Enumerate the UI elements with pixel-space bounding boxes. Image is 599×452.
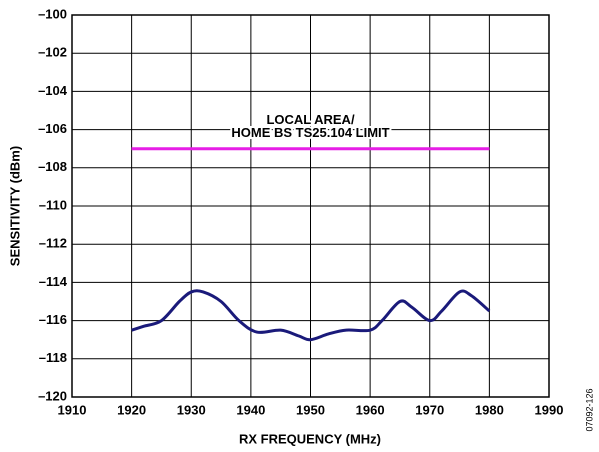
x-tick-label: 1940 bbox=[236, 402, 265, 417]
x-tick-label: 1960 bbox=[356, 402, 385, 417]
y-tick-label: –110 bbox=[39, 197, 67, 212]
x-tick-label: 1990 bbox=[535, 402, 564, 417]
x-axis-label: RX FREQUENCY (MHz) bbox=[239, 431, 381, 446]
y-tick-label: –106 bbox=[38, 121, 67, 136]
annotation: HOME BS TS25.104 LIMIT bbox=[231, 125, 389, 140]
figure-id: 07092-126 bbox=[584, 388, 594, 431]
y-axis-label: SENSITIVITY (dBm) bbox=[7, 146, 22, 266]
y-tick-label: –118 bbox=[39, 350, 67, 365]
x-tick-label: 1950 bbox=[296, 402, 325, 417]
y-tick-label: –116 bbox=[39, 312, 67, 327]
y-tick-label: –112 bbox=[39, 236, 67, 251]
x-tick-label: 1930 bbox=[177, 402, 206, 417]
y-tick-label: –120 bbox=[38, 388, 67, 403]
x-tick-label: 1970 bbox=[415, 402, 444, 417]
y-tick-label: –104 bbox=[38, 83, 68, 98]
annotation: LOCAL AREA/ bbox=[266, 112, 355, 127]
x-tick-label: 1920 bbox=[117, 402, 146, 417]
y-tick-label: –108 bbox=[38, 159, 67, 174]
y-tick-label: –102 bbox=[38, 45, 67, 60]
plot-frame bbox=[71, 14, 550, 398]
y-tick-label: –114 bbox=[39, 274, 68, 289]
x-tick-label: 1910 bbox=[58, 402, 87, 417]
data-line bbox=[131, 289, 491, 342]
y-tick-label: –100 bbox=[38, 6, 67, 21]
x-tick-label: 1980 bbox=[475, 402, 504, 417]
